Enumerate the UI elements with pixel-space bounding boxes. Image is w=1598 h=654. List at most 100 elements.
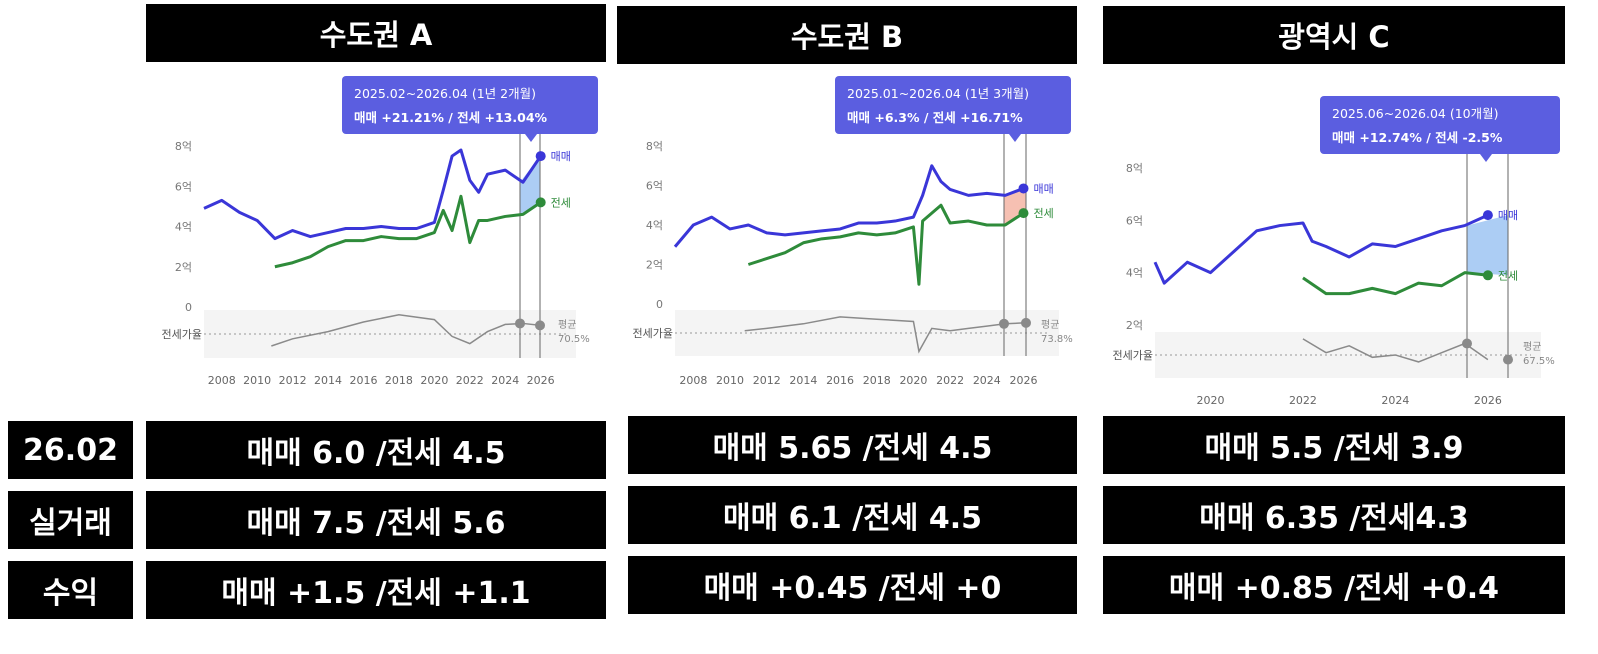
jeonse-series-label: 전세 <box>1033 207 1053 220</box>
cell-profit-panel-b: 매매 +0.45 /전세 +0 <box>628 556 1077 614</box>
sale-series-line <box>1153 213 1489 285</box>
sale-end-point <box>535 151 546 162</box>
ratio-series-line <box>744 316 1024 354</box>
period-tooltip-range: 2025.02~2026.04 (1년 2개월) <box>354 86 536 101</box>
ratio-band <box>1155 332 1541 378</box>
average-value: 73.8% <box>1041 334 1073 345</box>
y-tick-label: 2억 <box>1126 319 1143 332</box>
y-tick-label: 6억 <box>646 180 663 193</box>
period-tooltip-change: 매매 +12.74% / 전세 -2.5% <box>1332 130 1503 145</box>
ratio-end-point <box>535 320 545 331</box>
x-tick-label: 2016 <box>349 374 377 387</box>
x-tick-label: 2020 <box>899 374 927 387</box>
cell-date-panel-a: 매매 6.0 /전세 4.5 <box>146 421 606 479</box>
row-label-date: 26.02 <box>8 421 133 479</box>
cell-profit-panel-c: 매매 +0.85 /전세 +0.4 <box>1103 556 1565 614</box>
average-value: 70.5% <box>558 334 590 345</box>
y-tick-label: 6억 <box>175 180 192 193</box>
x-tick-label: 2024 <box>1381 394 1409 407</box>
jeonse-end-point <box>1018 208 1029 219</box>
ratio-end-point <box>1021 317 1031 328</box>
period-tooltip-box <box>835 76 1071 134</box>
y-tick-label: 8억 <box>1126 162 1143 175</box>
sale-series-label: 매매 <box>1498 209 1518 222</box>
y-tick-label: 4억 <box>646 219 663 232</box>
chart-panel-a: 8억 6억 4억 2억 0 전세가율 평균 70.5% 2008 2010 2012 2014 2016… <box>162 76 598 387</box>
y-tick-label: 0 <box>656 298 663 311</box>
x-tick-label: 2020 <box>1196 394 1224 407</box>
x-tick-label: 2018 <box>863 374 891 387</box>
average-label: 평균 <box>1041 319 1059 331</box>
ratio-label: 전세가율 <box>1113 349 1153 362</box>
x-tick-label: 2026 <box>527 374 555 387</box>
period-tooltip-change: 매매 +6.3% / 전세 +16.71% <box>847 110 1023 125</box>
x-tick-label: 2024 <box>491 374 519 387</box>
ratio-end-point <box>1462 338 1472 349</box>
x-tick-label: 2008 <box>679 374 707 387</box>
cell-date-panel-b: 매매 5.65 /전세 4.5 <box>628 416 1077 474</box>
x-tick-label: 2014 <box>789 374 817 387</box>
ratio-end-point <box>999 318 1009 329</box>
x-tick-label: 2014 <box>314 374 342 387</box>
chart-panel-b: 8억 6억 4억 2억 0 전세가율 평균 73.8% 2008 2010 2012 2014 2016… <box>633 76 1073 387</box>
y-tick-label: 4억 <box>1126 267 1143 280</box>
jeonse-series-line <box>274 194 542 269</box>
row-label-profit: 수익 <box>8 561 133 619</box>
x-tick-label: 2008 <box>208 374 236 387</box>
y-tick-label: 2억 <box>175 261 192 274</box>
period-tooltip-change: 매매 +21.21% / 전세 +13.04% <box>354 110 548 125</box>
y-tick-label: 4억 <box>175 221 192 234</box>
ratio-series-line <box>271 314 541 347</box>
x-tick-label: 2022 <box>456 374 484 387</box>
change-shade <box>520 156 540 215</box>
jeonse-series-line <box>747 203 1025 286</box>
y-tick-label: 6억 <box>1126 214 1143 227</box>
cell-date-panel-c: 매매 5.5 /전세 3.9 <box>1103 416 1565 474</box>
cell-profit-panel-a: 매매 +1.5 /전세 +1.1 <box>146 561 606 619</box>
period-tooltip-range: 2025.06~2026.04 (10개월) <box>1332 106 1499 121</box>
sale-series-label: 매매 <box>1033 182 1053 195</box>
period-tooltip-pointer <box>1009 134 1021 142</box>
sale-end-point <box>1018 183 1029 194</box>
x-tick-label: 2010 <box>243 374 271 387</box>
average-label: 평균 <box>1523 341 1541 353</box>
row-label-actual-trade: 실거래 <box>8 491 133 549</box>
jeonse-series-label: 전세 <box>551 196 571 209</box>
panel-a-title: 수도권 A <box>146 4 606 62</box>
period-tooltip-box <box>1320 96 1560 154</box>
jeonse-end-point <box>1482 270 1493 281</box>
ratio-end-point <box>515 318 525 329</box>
sale-series-line <box>673 164 1025 248</box>
cell-actual-panel-b: 매매 6.1 /전세 4.5 <box>628 486 1077 544</box>
average-value: 67.5% <box>1523 356 1555 367</box>
sale-series-label: 매매 <box>551 150 571 163</box>
period-tooltip-range: 2025.01~2026.04 (1년 3개월) <box>847 86 1029 101</box>
y-tick-label: 8억 <box>175 140 192 153</box>
x-tick-label: 2024 <box>973 374 1001 387</box>
x-tick-label: 2012 <box>753 374 781 387</box>
panel-c-title: 광역시 C <box>1103 6 1565 64</box>
sale-series-line <box>203 148 542 241</box>
ratio-label: 전세가율 <box>633 327 673 340</box>
x-tick-label: 2022 <box>936 374 964 387</box>
average-label: 평균 <box>558 319 576 331</box>
jeonse-series-label: 전세 <box>1498 269 1518 282</box>
x-tick-label: 2010 <box>716 374 744 387</box>
period-tooltip-pointer <box>525 134 537 142</box>
ratio-series-line <box>1302 338 1489 363</box>
x-tick-label: 2012 <box>279 374 307 387</box>
x-tick-label: 2016 <box>826 374 854 387</box>
x-tick-label: 2018 <box>385 374 413 387</box>
period-tooltip-box <box>342 76 598 134</box>
ratio-label: 전세가율 <box>162 328 202 341</box>
panel-b-title: 수도권 B <box>617 6 1077 64</box>
x-tick-label: 2020 <box>420 374 448 387</box>
cell-actual-panel-c: 매매 6.35 /전세4.3 <box>1103 486 1565 544</box>
jeonse-series-line <box>1302 271 1489 296</box>
change-shade <box>1467 215 1508 276</box>
y-tick-label: 8억 <box>646 140 663 153</box>
x-tick-label: 2026 <box>1009 374 1037 387</box>
sale-end-point <box>1482 210 1493 221</box>
ratio-end-point <box>1503 354 1513 365</box>
